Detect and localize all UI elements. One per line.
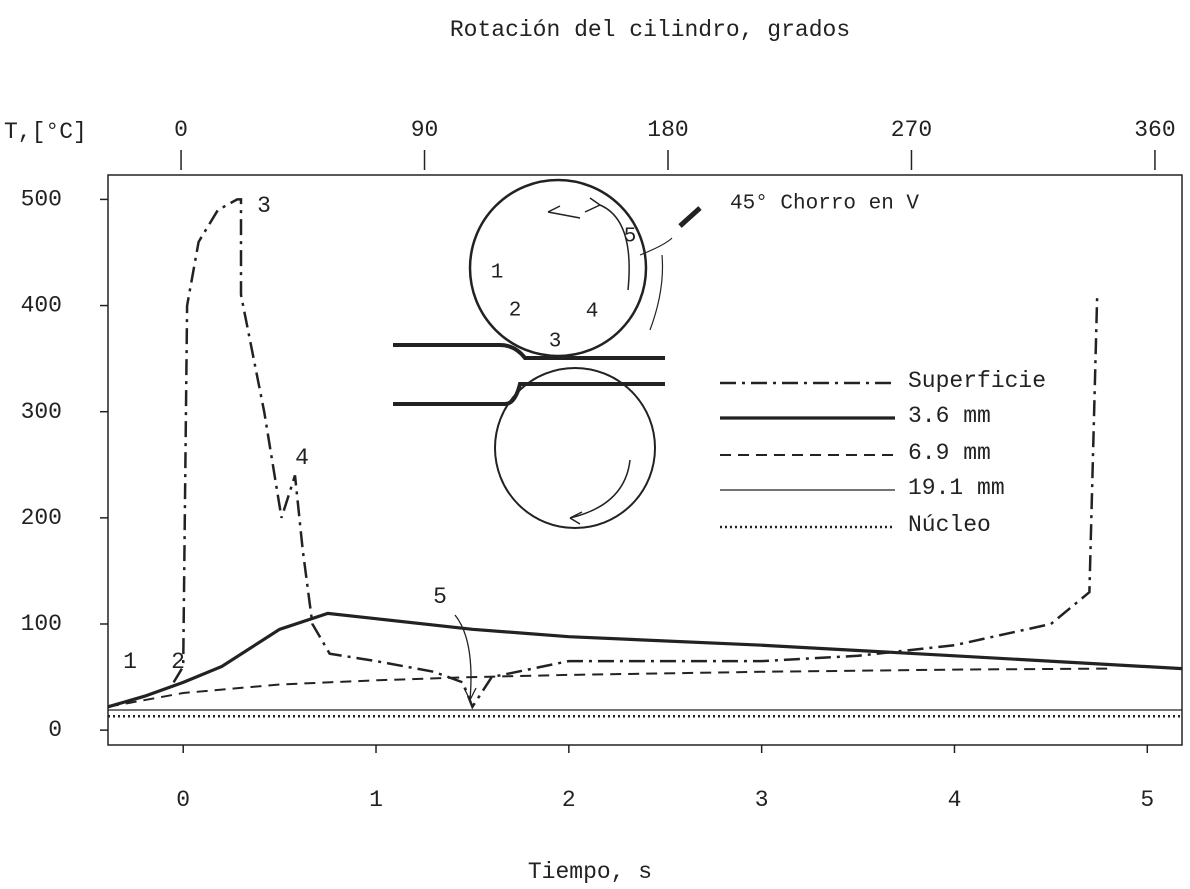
legend-label: 6.9 mm bbox=[908, 440, 991, 466]
y-tick-label: 0 bbox=[48, 717, 62, 743]
chart-title: Rotación del cilindro, grados bbox=[450, 17, 850, 43]
series-line bbox=[107, 667, 1109, 708]
annotation: 1 bbox=[491, 262, 504, 285]
annotation: 3 bbox=[549, 331, 562, 354]
y-tick-label: 100 bbox=[21, 611, 62, 637]
y-tick-label: 500 bbox=[21, 186, 62, 212]
x-tick-label: 2 bbox=[562, 787, 576, 813]
annotation: 5 bbox=[624, 226, 637, 249]
series-line bbox=[107, 611, 1183, 709]
x-tick-label: 3 bbox=[755, 787, 769, 813]
x2-tick-label: 270 bbox=[891, 117, 932, 143]
x-axis-label: Tiempo, s bbox=[528, 859, 652, 885]
legend-label: 19.1 mm bbox=[908, 475, 1005, 501]
legend-label: 3.6 mm bbox=[908, 403, 991, 429]
annotation: 4 bbox=[586, 301, 599, 324]
x2-tick-label: 0 bbox=[174, 117, 188, 143]
annotation: 4 bbox=[295, 445, 309, 471]
plot-frame bbox=[107, 174, 1183, 746]
x-tick-label: 0 bbox=[176, 787, 190, 813]
y-tick-label: 300 bbox=[21, 399, 62, 425]
y-tick-label: 200 bbox=[21, 505, 62, 531]
x-tick-label: 1 bbox=[369, 787, 383, 813]
annotation: 3 bbox=[257, 193, 271, 219]
x2-tick-label: 90 bbox=[411, 117, 439, 143]
legend-label: Núcleo bbox=[908, 512, 991, 538]
x2-tick-label: 360 bbox=[1134, 117, 1175, 143]
annotation: 2 bbox=[171, 649, 185, 675]
y-tick-label: 400 bbox=[21, 293, 62, 319]
legend-label: Superficie bbox=[908, 368, 1046, 394]
annotation: 5 bbox=[433, 584, 447, 610]
y-axis-label: T,[°C] bbox=[4, 119, 87, 145]
x-tick-label: 5 bbox=[1140, 787, 1154, 813]
annotation: 45° Chorro en V bbox=[730, 193, 919, 216]
annotation: 1 bbox=[123, 649, 137, 675]
x2-tick-label: 180 bbox=[647, 117, 688, 143]
x-tick-label: 4 bbox=[948, 787, 962, 813]
roll-diagram bbox=[393, 178, 702, 701]
annotation: 2 bbox=[509, 300, 522, 323]
